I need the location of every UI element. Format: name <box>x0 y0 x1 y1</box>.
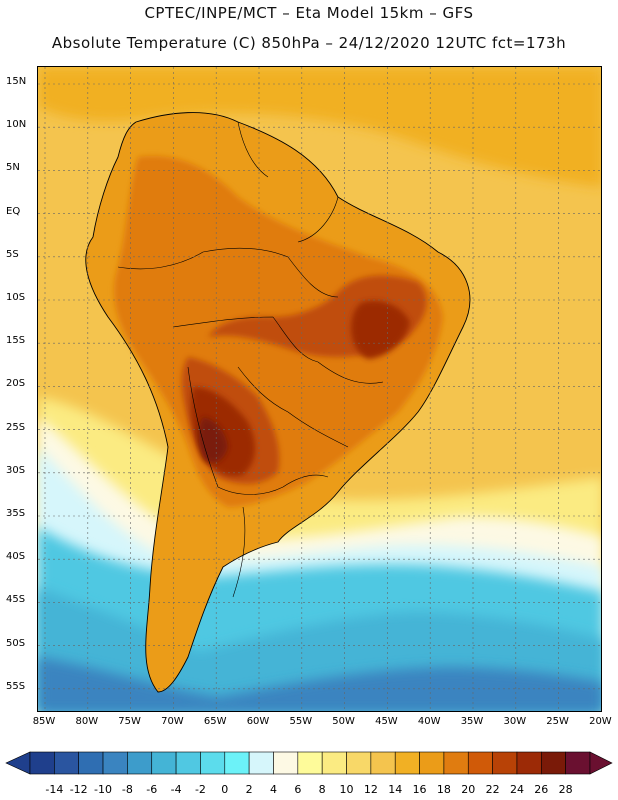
lat-tick-label: 5N <box>6 162 20 174</box>
colorbar-tick-label: 22 <box>485 783 500 796</box>
colorbar-cell <box>370 751 396 775</box>
colorbar-tick-label: -4 <box>170 783 182 796</box>
colorbar-tick-label: 8 <box>318 783 326 796</box>
colorbar-cell <box>419 751 445 775</box>
colorbar-tick-label: 26 <box>534 783 549 796</box>
ocean-cold-band <box>38 657 601 711</box>
colorbar-tick-label: 10 <box>339 783 354 796</box>
colorbar-cell <box>200 751 226 775</box>
lat-tick-label: 15S <box>6 335 26 347</box>
lon-tick-label: 25W <box>546 716 569 727</box>
colorbar-cell <box>127 751 153 775</box>
colorbar-tick-label: -14 <box>45 783 64 796</box>
lat-tick-label: 25S <box>6 421 26 433</box>
colorbar-cell <box>273 751 299 775</box>
colorbar-cell <box>29 751 55 775</box>
colorbar-tick-label: 28 <box>558 783 573 796</box>
colorbar-cell <box>565 751 591 775</box>
colorbar-left-arrow <box>5 751 31 775</box>
lon-tick-label: 70W <box>161 716 184 727</box>
colorbar-tick-label: -10 <box>94 783 113 796</box>
lon-tick-label: 20W <box>589 716 612 727</box>
colorbar-cell <box>467 751 493 775</box>
lat-tick-label: 50S <box>6 637 26 649</box>
colorbar-cell <box>175 751 201 775</box>
colorbar-cell <box>541 751 566 775</box>
ocean-north-band <box>38 67 601 187</box>
colorbar-cell <box>394 751 420 775</box>
coastline <box>85 112 471 693</box>
colorbar-cell <box>54 751 79 775</box>
colorbar-tick-label: -2 <box>194 783 206 796</box>
colorbar-tick-label: 16 <box>412 783 427 796</box>
lat-tick-label: 20S <box>6 378 26 390</box>
lon-tick-label: 80W <box>75 716 99 727</box>
lon-tick-label: 55W <box>289 716 313 727</box>
map-canvas <box>38 67 601 711</box>
colorbar-cell <box>492 751 518 775</box>
colorbar-cell <box>346 751 372 775</box>
colorbar-tick-label: 6 <box>294 783 302 796</box>
lat-tick-label: 55S <box>6 680 26 692</box>
lat-tick-label: 5S <box>6 248 19 260</box>
lon-tick-label: 45W <box>375 716 398 727</box>
lon-tick-label: 40W <box>417 716 441 727</box>
lat-tick-label: 30S <box>6 464 26 476</box>
lon-tick-label: 85W <box>32 716 56 727</box>
colorbar-right-arrow <box>589 751 613 775</box>
temperature-map <box>37 66 602 712</box>
map-title: CPTEC/INPE/MCT – Eta Model 15km – GFS <box>144 4 474 22</box>
colorbar-cell <box>321 751 347 775</box>
lat-tick-label: 10S <box>6 292 26 303</box>
colorbar-cell <box>102 751 128 775</box>
colorbar-cell <box>516 751 542 775</box>
lat-tick-label: 10N <box>6 119 27 131</box>
map-grid <box>38 67 601 711</box>
colorbar-tick-label: 14 <box>388 783 403 796</box>
map-subtitle: Absolute Temperature (C) 850hPa – 24/12/… <box>51 34 567 52</box>
lat-tick-label: 35S <box>6 508 26 519</box>
lat-tick-label: EQ <box>6 205 21 217</box>
lon-tick-label: 65W <box>203 716 227 727</box>
colorbar-cell <box>443 751 469 775</box>
colorbar-cell <box>297 751 323 775</box>
colorbar-cell <box>248 751 274 775</box>
colorbar-tick-label: 0 <box>221 783 229 796</box>
colorbar-tick-label: 2 <box>245 783 253 796</box>
continent-core-zone <box>191 300 410 477</box>
lon-tick-label: 75W <box>118 716 141 727</box>
lon-tick-label: 50W <box>332 716 355 727</box>
lon-tick-label: 60W <box>246 716 270 727</box>
colorbar-tick-label: -8 <box>121 783 133 796</box>
colorbar-tick-label: 20 <box>461 783 476 796</box>
colorbar-cell <box>224 751 250 775</box>
lon-tick-label: 35W <box>460 716 484 727</box>
colorbar-cell <box>151 751 177 775</box>
colorbar-tick-label: -6 <box>146 783 158 796</box>
country-borders <box>117 121 384 598</box>
colorbar-tick-label: 18 <box>436 783 451 796</box>
color-scale-bar <box>5 751 613 775</box>
lat-tick-label: 45S <box>6 594 26 606</box>
lon-tick-label: 30W <box>503 716 527 727</box>
colorbar-tick-label: 24 <box>509 783 524 796</box>
lat-tick-label: 15N <box>6 76 27 87</box>
colorbar-tick-label: 4 <box>269 783 277 796</box>
lat-tick-label: 40S <box>6 551 26 563</box>
colorbar-cell <box>78 751 104 775</box>
colorbar-tick-label: 12 <box>363 783 378 796</box>
colorbar-tick-label: -12 <box>69 783 88 796</box>
